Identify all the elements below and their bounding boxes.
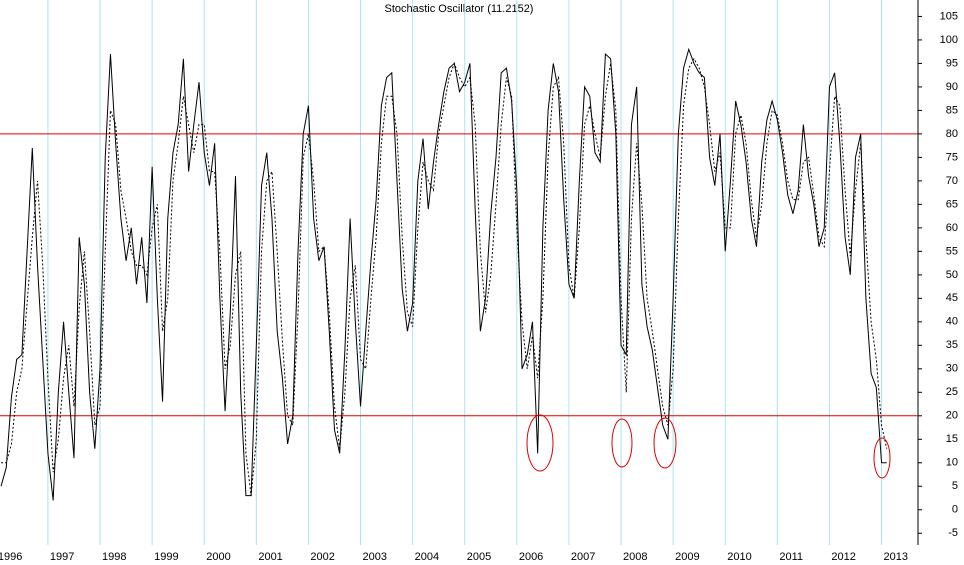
y-tick-label: 65: [946, 198, 958, 210]
y-tick-label: 15: [946, 433, 958, 445]
y-tick-label: 25: [946, 386, 958, 398]
y-tick-label: 60: [946, 222, 958, 234]
annotation-circle: [611, 418, 633, 468]
x-tick-label: 2006: [519, 551, 543, 563]
x-tick-label: 1999: [154, 551, 178, 563]
x-tick-label: 2008: [623, 551, 647, 563]
y-tick-label: 0: [952, 504, 958, 516]
x-tick-label: 2011: [779, 551, 803, 563]
x-tick-label: 2001: [258, 551, 282, 563]
y-tick-label: 95: [946, 57, 958, 69]
series-line: [1, 57, 888, 496]
x-tick-label: 2002: [310, 551, 334, 563]
y-tick-label: 45: [946, 292, 958, 304]
x-tick-label: 2010: [727, 551, 751, 563]
x-tick-label: 2004: [415, 551, 439, 563]
x-tick-label: 1996: [0, 551, 22, 563]
chart-title: Stochastic Oscillator (11.2152): [385, 3, 534, 15]
y-tick-label: 90: [946, 81, 958, 93]
annotation-circle: [873, 437, 891, 479]
x-tick-label: 2009: [675, 551, 699, 563]
y-tick-label: -5: [948, 527, 958, 539]
y-tick-label: 20: [946, 410, 958, 422]
y-tick-label: 35: [946, 339, 958, 351]
annotation-circles: [526, 414, 891, 479]
y-tick-label: 85: [946, 104, 958, 116]
y-tick-label: 100: [940, 34, 958, 46]
x-tick-label: 2013: [884, 551, 908, 563]
x-tick-label: 2012: [831, 551, 855, 563]
y-tick-label: 55: [946, 245, 958, 257]
x-tick-label: 1997: [50, 551, 74, 563]
y-tick-label: 5: [952, 480, 958, 492]
y-tick-label: 50: [946, 269, 958, 281]
annotation-circle: [653, 417, 677, 469]
y-tick-label: 70: [946, 175, 958, 187]
y-tick-label: 40: [946, 316, 958, 328]
x-tick-label: 2003: [363, 551, 387, 563]
x-tick-label: 1998: [102, 551, 126, 563]
x-tick-label: 2007: [571, 551, 595, 563]
x-tick-label: 2000: [206, 551, 230, 563]
y-tick-label: 105: [940, 10, 958, 22]
x-tick-label: 2005: [467, 551, 491, 563]
y-tick-label: 10: [946, 457, 958, 469]
annotation-circle: [526, 414, 554, 472]
y-tick-label: 30: [946, 363, 958, 375]
series-line: [0, 47, 887, 501]
y-tick-label: 80: [946, 128, 958, 140]
y-tick-label: 75: [946, 151, 958, 163]
